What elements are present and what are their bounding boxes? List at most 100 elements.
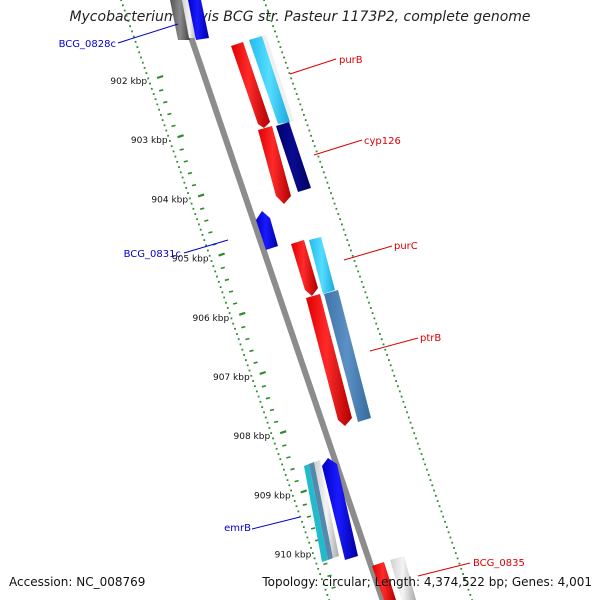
track-dot [418,447,421,450]
minor-tick [290,467,295,471]
track-dot [236,333,238,335]
major-tick [300,489,308,494]
track-dot [339,218,341,221]
track-dot [330,192,332,194]
track-dot [379,333,381,335]
track-dot [456,557,459,560]
track-dot [436,500,439,502]
track-dot [178,166,180,168]
track-dot [319,160,322,163]
gene-bcg-0831c-arrow [256,211,278,250]
major-tick [259,370,267,376]
track-dot [453,547,455,549]
minor-tick [208,231,213,234]
minor-tick [327,574,332,578]
track-dot [165,129,168,132]
kbp-label: 902 kbp [110,77,147,87]
track-dot [444,520,446,523]
track-dot [304,531,307,534]
track-dot [281,463,283,466]
track-dot [239,343,242,346]
track-dot [279,458,282,461]
genome-stats-text: Topology: circular; Length: 4,374,522 bp… [262,575,592,589]
track-dot [427,474,430,476]
track-dot [402,400,405,403]
minor-tick [273,420,279,424]
minor-tick [261,385,266,388]
track-dot [350,249,352,252]
inner-dotted-track [263,0,473,600]
feature-track [170,0,416,600]
label-ptrb: ptrB [420,333,441,344]
track-dot [132,35,135,38]
track-dot [321,578,323,581]
track-dot [333,202,336,205]
gene-ptrb-cog [324,290,371,422]
gene-purc-cog [309,237,335,294]
track-dot [460,567,463,570]
track-dot [254,385,256,388]
track-dot [246,364,249,367]
track-dot [326,594,329,596]
track-dot [160,114,162,116]
track-dot [451,541,454,544]
major-tick [156,74,164,80]
track-dot [212,265,215,268]
track-dot [335,207,338,210]
track-dot [199,228,202,231]
track-dot [286,479,289,481]
gene-bcg-0835-red [372,562,396,600]
track-dot [257,395,260,398]
gene-emrb-gray [314,460,339,558]
track-dot [270,432,273,434]
track-dot [290,489,292,492]
track-dot [172,150,175,153]
track-dot [223,296,226,299]
track-dot [313,145,316,148]
track-dot [207,249,209,252]
kbp-label: 904 kbp [151,195,188,205]
gene-emrb-arrow [322,458,358,560]
track-dot [131,30,133,33]
track-dot [328,187,331,189]
track-dot [272,437,274,440]
track-dot [203,239,206,241]
gene-bcg-0828c-body [170,0,190,40]
track-dot [261,406,264,408]
track-dot [216,275,218,278]
track-dot [301,108,303,111]
callout-line-purc [343,245,393,261]
minor-tick [228,290,234,293]
track-dot [241,348,244,351]
minor-tick [245,337,250,341]
track-dot [230,317,233,320]
track-dot [161,119,164,121]
label-purb: purB [339,55,363,66]
track-dot [311,552,314,554]
track-dot [270,20,273,22]
track-dot [134,40,137,43]
track-dot [366,296,369,299]
track-dot [317,155,320,158]
track-dot [373,317,376,320]
minor-tick [163,100,168,104]
kbp-label: 905 kbp [172,255,209,265]
track-dot [449,536,452,539]
track-dot [435,494,437,497]
track-dot [149,82,151,85]
track-dot [268,427,271,429]
track-dot [245,359,247,361]
track-dot [299,103,302,106]
major-tick [197,193,205,198]
minor-tick [200,207,205,210]
kbp-label: 903 kbp [131,136,168,146]
track-dot [264,416,267,419]
minor-tick [323,562,328,566]
track-dot [283,468,285,471]
track-dot [389,364,392,367]
track-dot [297,510,300,513]
track-dot [255,390,258,393]
gene-bcg-0828c-light [182,0,197,38]
track-dot [322,171,325,174]
track-dot [290,77,293,80]
